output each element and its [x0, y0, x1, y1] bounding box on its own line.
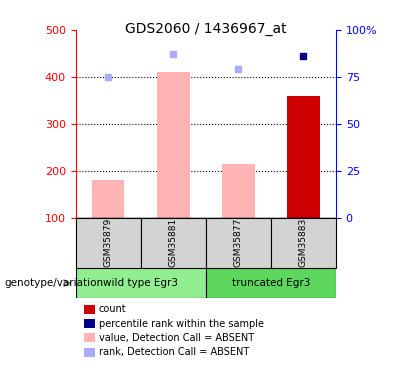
Bar [157, 72, 189, 217]
Text: GSM35879: GSM35879 [104, 218, 113, 267]
Text: count: count [99, 304, 126, 314]
Bar [287, 96, 320, 218]
FancyBboxPatch shape [206, 268, 336, 298]
Text: GSM35883: GSM35883 [299, 218, 308, 267]
Text: truncated Egr3: truncated Egr3 [232, 278, 310, 288]
FancyBboxPatch shape [76, 217, 141, 268]
Text: value, Detection Call = ABSENT: value, Detection Call = ABSENT [99, 333, 254, 343]
Bar [222, 164, 255, 218]
Text: GSM35881: GSM35881 [169, 218, 178, 267]
Text: percentile rank within the sample: percentile rank within the sample [99, 319, 264, 328]
FancyBboxPatch shape [76, 268, 206, 298]
Text: GDS2060 / 1436967_at: GDS2060 / 1436967_at [125, 22, 286, 36]
FancyBboxPatch shape [206, 217, 271, 268]
Bar [92, 180, 124, 218]
Text: wild type Egr3: wild type Egr3 [103, 278, 178, 288]
FancyBboxPatch shape [141, 217, 206, 268]
Text: rank, Detection Call = ABSENT: rank, Detection Call = ABSENT [99, 347, 249, 357]
Text: GSM35877: GSM35877 [234, 218, 243, 267]
Text: genotype/variation: genotype/variation [4, 278, 103, 288]
FancyBboxPatch shape [271, 217, 336, 268]
